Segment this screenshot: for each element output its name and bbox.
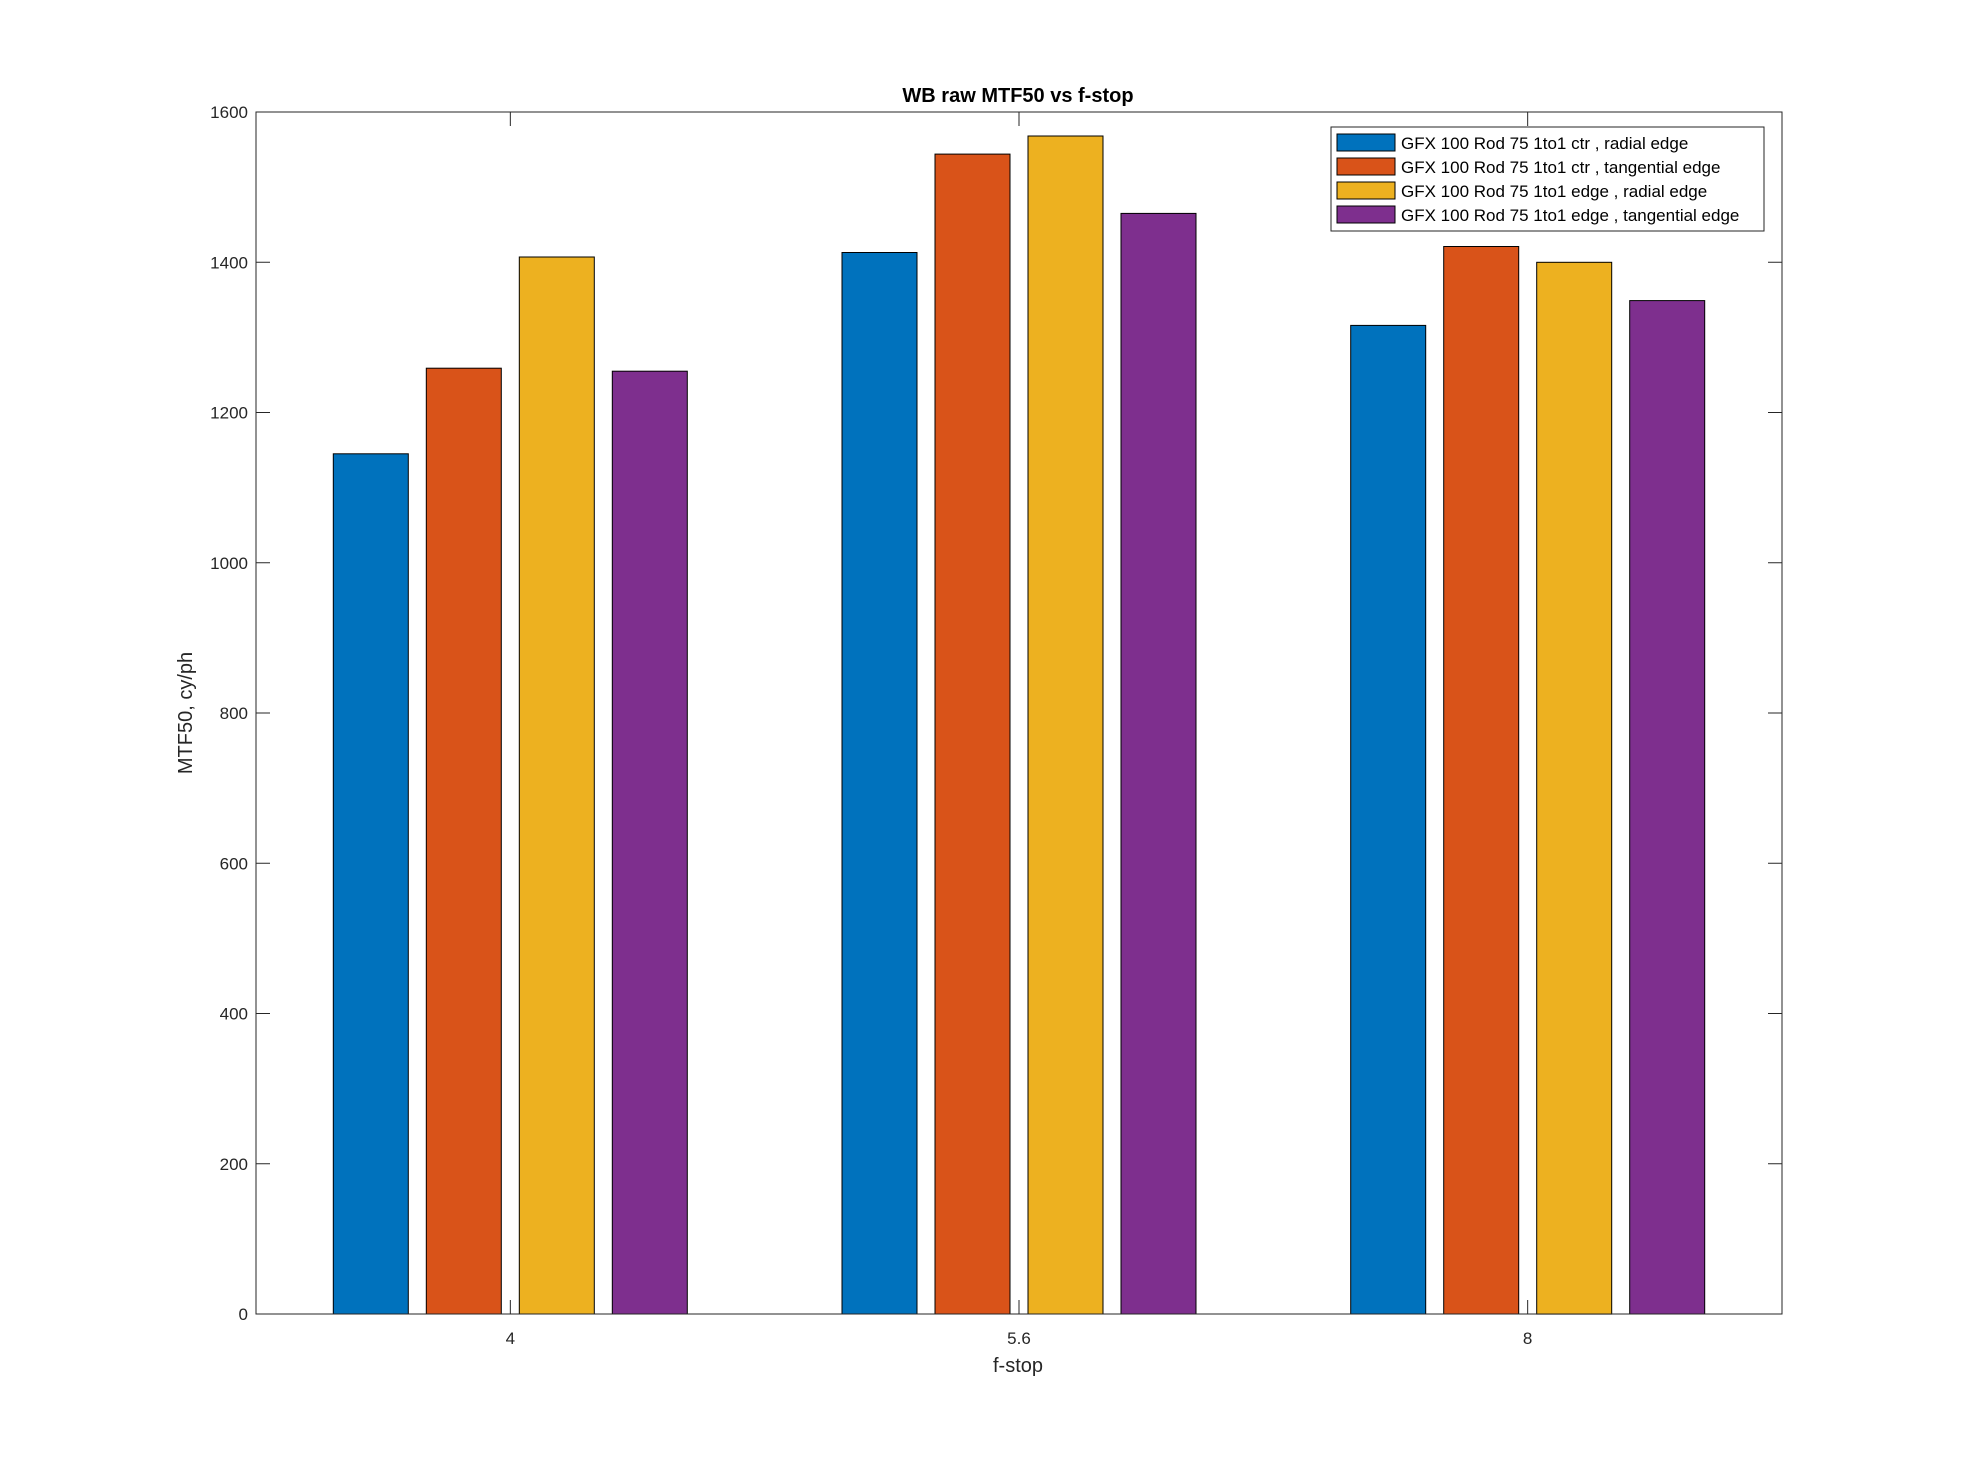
y-axis-label: MTF50, cy/ph: [175, 652, 197, 774]
y-tick-label: 0: [239, 1305, 248, 1324]
bar-s3-4: [518, 256, 595, 1315]
legend-swatch: [1336, 157, 1396, 176]
bar-s1-5.6: [841, 252, 918, 1315]
bar-s2-8: [1443, 246, 1520, 1315]
bar-s3-5.6: [1027, 135, 1104, 1315]
bar-s1-8: [1350, 324, 1427, 1315]
y-tick-label: 1600: [210, 103, 248, 122]
legend-swatch: [1336, 133, 1396, 152]
y-tick-label: 1200: [210, 404, 248, 423]
x-tick-label: 4: [506, 1329, 515, 1348]
y-tick-label: 1400: [210, 253, 248, 272]
legend-swatch: [1336, 205, 1396, 224]
x-tick-label: 5.6: [1007, 1329, 1031, 1348]
bar-s4-5.6: [1120, 212, 1197, 1315]
bar-s2-5.6: [934, 153, 1011, 1315]
bar-s1-4: [332, 453, 409, 1315]
bar-s4-4: [611, 370, 688, 1315]
legend-swatch: [1336, 181, 1396, 200]
legend: GFX 100 Rod 75 1to1 ctr , radial edge GFX…: [1330, 126, 1765, 232]
y-tick-label: 1000: [210, 554, 248, 573]
x-axis: 4 5.6 8: [506, 112, 1532, 1348]
legend-entry: GFX 100 Rod 75 1to1 edge , tangential ed…: [1401, 206, 1739, 225]
x-tick-label: 8: [1523, 1329, 1532, 1348]
chart-title: WB raw MTF50 vs f-stop: [902, 85, 1133, 107]
y-axis: 0 200 400 600 800 1000 1200 1400 1600: [210, 103, 1782, 1324]
bar-s2-4: [425, 367, 502, 1315]
y-tick-label: 600: [220, 854, 248, 873]
legend-entry: GFX 100 Rod 75 1to1 edge , radial edge: [1401, 182, 1707, 201]
y-tick-label: 400: [220, 1005, 248, 1024]
x-axis-label: f-stop: [993, 1355, 1043, 1377]
bar-s3-8: [1536, 261, 1613, 1315]
bars-group: [332, 135, 1706, 1315]
y-tick-label: 800: [220, 704, 248, 723]
bar-s4-8: [1629, 300, 1706, 1315]
legend-entry: GFX 100 Rod 75 1to1 ctr , tangential edg…: [1401, 158, 1720, 177]
legend-entry: GFX 100 Rod 75 1to1 ctr , radial edge: [1401, 134, 1688, 153]
y-tick-label: 200: [220, 1155, 248, 1174]
legend-box: [1330, 126, 1765, 232]
